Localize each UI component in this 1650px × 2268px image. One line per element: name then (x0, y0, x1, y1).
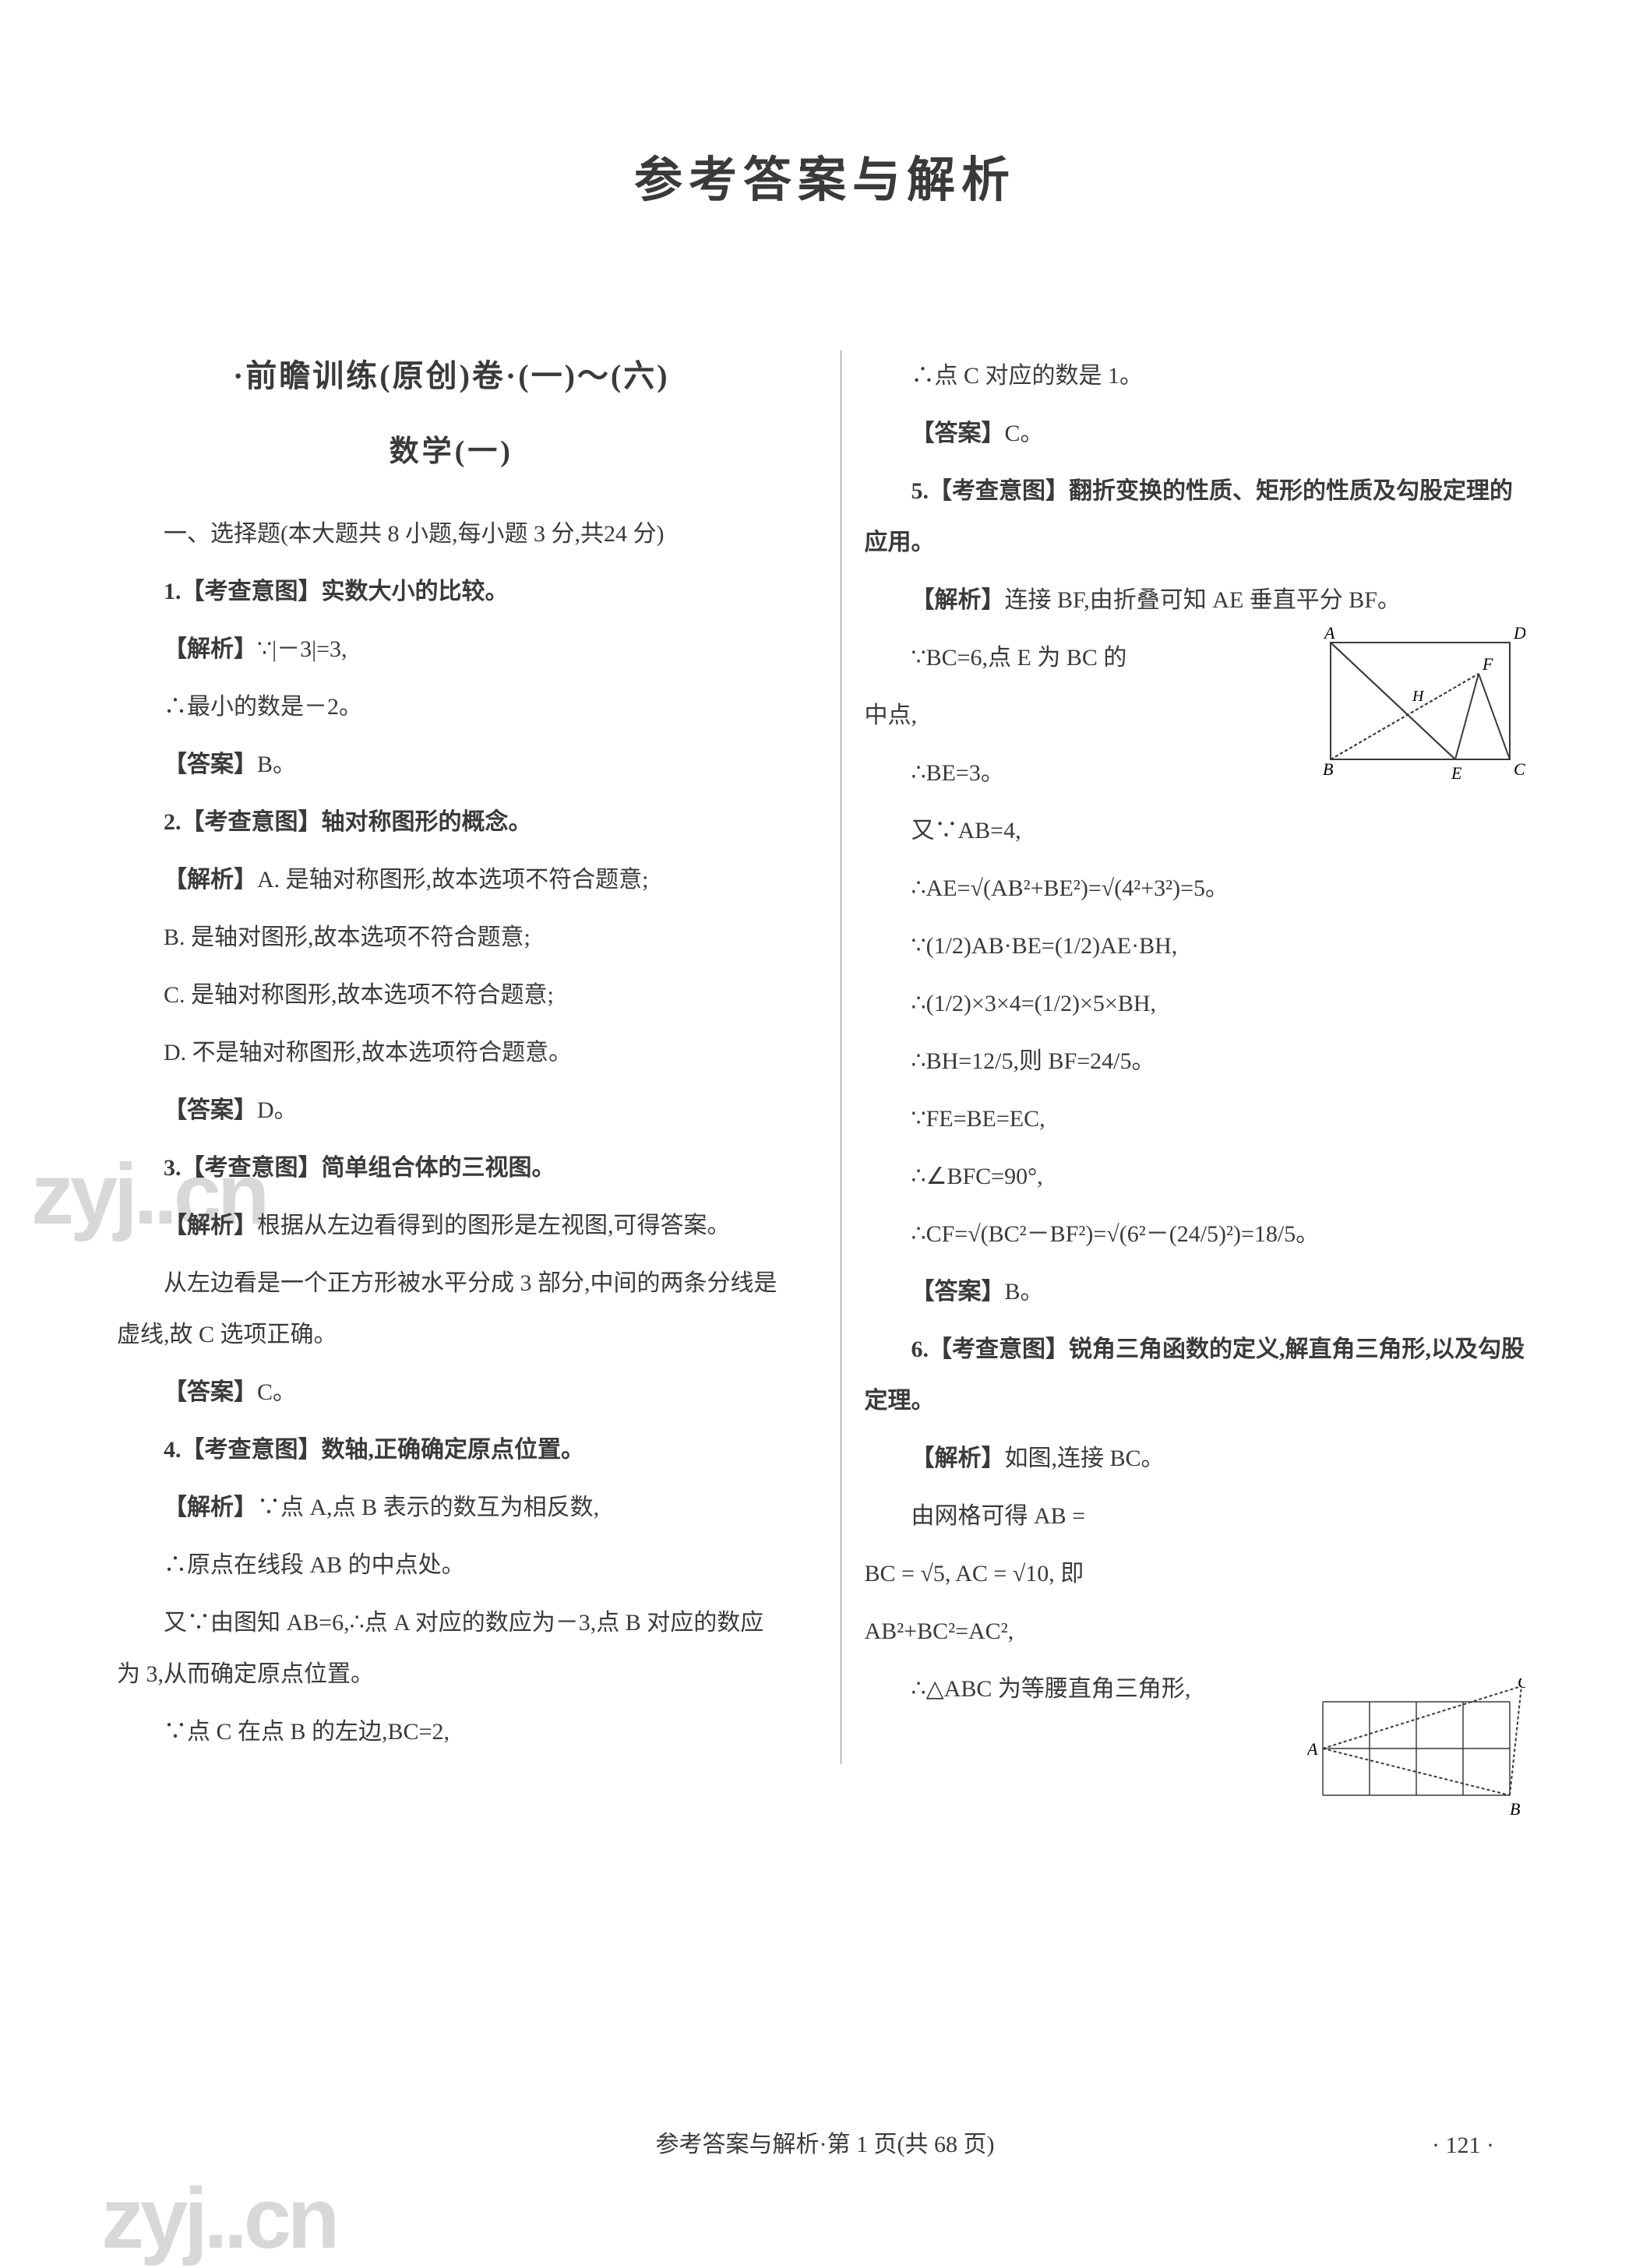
page-title: 参考答案与解析 (117, 140, 1533, 210)
analysis-label: 【解析】 (164, 1213, 257, 1238)
q4-analysis: 【解析】∵点 A,点 B 表示的数互为相反数, (117, 1482, 786, 1534)
q1-answer-val: B。 (257, 752, 296, 777)
left-column: ·前瞻训练(原创)卷·(一)～(六) 数学(一) 一、选择题(本大题共 8 小题… (117, 350, 809, 1764)
q3-answer-val: C。 (257, 1379, 296, 1405)
q2-answer-val: D。 (257, 1097, 298, 1123)
q5-answer: 【答案】B。 (865, 1266, 1534, 1318)
subject-header: 数学(一) (117, 427, 786, 470)
q5-analysis: 【解析】连接 BF,由折叠可知 AE 垂直平分 BF。 (865, 575, 1534, 626)
q6-line2: BC = √5, AC = √10, 即 (865, 1548, 1266, 1600)
intro-text: 一、选择题(本大题共 8 小题,每小题 3 分,共24 分) (117, 509, 786, 560)
label-F: F (1482, 654, 1493, 674)
answer-label: 【答案】 (911, 1279, 1005, 1305)
label-A: A (1323, 627, 1335, 643)
page-footer: 参考答案与解析·第 1 页(共 68 页) (0, 2125, 1650, 2159)
q1-analysis: 【解析】∵|－3|=3, (117, 624, 786, 675)
q6-analysis: 【解析】如图,连接 BC。 (865, 1433, 1534, 1484)
q2-topic: 2.【考查意图】轴对称图形的概念。 (117, 797, 786, 848)
q4-cont-answer-val: C。 (1005, 421, 1044, 446)
q2-analysis-b: B. 是轴对图形,故本选项不符合题意; (117, 912, 786, 963)
label-C: C (1518, 1678, 1525, 1692)
q2-analysis-a: A. 是轴对称图形,故本选项不符合题意; (257, 867, 649, 893)
q1-analysis2: ∴最小的数是－2。 (117, 681, 786, 733)
q5-line4: 又∵AB=4, (865, 805, 1534, 857)
label-C: C (1514, 759, 1525, 779)
q5-line5: ∴AE=√(AB²+BE²)=√(4²+3²)=5。 (865, 863, 1534, 914)
section-header: ·前瞻训练(原创)卷·(一)～(六) (117, 350, 786, 396)
q5-line9: ∵FE=BE=EC, (865, 1094, 1534, 1145)
q3-analysis2: 从左边看是一个正方形被水平分成 3 部分,中间的两条分线是虚线,故 C 选项正确… (117, 1258, 786, 1361)
label-A: A (1307, 1739, 1318, 1759)
analysis-label: 【解析】 (911, 587, 1005, 613)
q2-answer: 【答案】D。 (117, 1085, 786, 1136)
q4-analysis3: 又∵由图知 AB=6,∴点 A 对应的数应为－3,点 B 对应的数应为 3,从而… (117, 1597, 786, 1700)
q3-analysis: 【解析】根据从左边看得到的图形是左视图,可得答案。 (117, 1200, 786, 1252)
q5-analysis1: 连接 BF,由折叠可知 AE 垂直平分 BF。 (1005, 587, 1401, 613)
q2-analysis: 【解析】A. 是轴对称图形,故本选项不符合题意; (117, 854, 786, 906)
q2-analysis-c: C. 是轴对称图形,故本选项不符合题意; (117, 970, 786, 1021)
q3-answer: 【答案】C。 (117, 1367, 786, 1418)
page-number: · 121 · (1432, 2132, 1494, 2159)
answer-label: 【答案】 (164, 1379, 257, 1405)
q4-cont1: ∴点 C 对应的数是 1。 (865, 350, 1534, 402)
label-E: E (1451, 763, 1462, 783)
answer-label: 【答案】 (164, 1097, 257, 1123)
q5-line11: ∴CF=√(BC²－BF²)=√(6²－(24/5)²)=18/5。 (865, 1209, 1534, 1260)
q5-line1: ∵BC=6,点 E 为 BC 的 (865, 632, 1266, 684)
q4-cont-answer: 【答案】C。 (865, 408, 1534, 460)
content-wrapper: ·前瞻训练(原创)卷·(一)～(六) 数学(一) 一、选择题(本大题共 8 小题… (117, 350, 1533, 1764)
q4-analysis2: ∴原点在线段 AB 的中点处。 (117, 1540, 786, 1591)
label-D: D (1513, 627, 1525, 643)
q5-line8: ∴BH=12/5,则 BF=24/5。 (865, 1036, 1534, 1087)
q6-line3: AB²+BC²=AC², (865, 1606, 1534, 1657)
q5-answer-val: B。 (1005, 1279, 1044, 1305)
label-B: B (1323, 759, 1333, 779)
answer-label: 【答案】 (164, 752, 257, 777)
grid-diagram: A B C (1307, 1678, 1525, 1842)
q5-line10: ∴∠BFC=90°, (865, 1151, 1534, 1203)
q6-line1: 由网格可得 AB = (865, 1491, 1266, 1542)
q2-analysis-d: D. 不是轴对称图形,故本选项符合题意。 (117, 1027, 786, 1079)
q4-analysis4: ∵点 C 在点 B 的左边,BC=2, (117, 1706, 786, 1758)
label-B: B (1510, 1799, 1520, 1819)
analysis-label: 【解析】 (164, 636, 257, 662)
q5-line7: ∴(1/2)×3×4=(1/2)×5×BH, (865, 978, 1534, 1030)
q5-topic: 5.【考查意图】翻折变换的性质、矩形的性质及勾股定理的应用。 (865, 466, 1534, 569)
q5-line6: ∵(1/2)AB·BE=(1/2)AE·BH, (865, 921, 1534, 972)
analysis-label: 【解析】 (911, 1446, 1005, 1471)
q1-answer: 【答案】B。 (117, 739, 786, 791)
q4-topic: 4.【考查意图】数轴,正确确定原点位置。 (117, 1425, 786, 1476)
q1-analysis1: ∵|－3|=3, (257, 636, 347, 662)
rectangle-diagram: A D B C E F H (1323, 627, 1525, 783)
q1-topic: 1.【考查意图】实数大小的比较。 (117, 566, 786, 618)
q3-analysis1: 根据从左边看得到的图形是左视图,可得答案。 (257, 1213, 731, 1238)
right-column: ∴点 C 对应的数是 1。 【答案】C。 5.【考查意图】翻折变换的性质、矩形的… (841, 350, 1534, 1764)
analysis-label: 【解析】 (164, 867, 257, 893)
q6-analysis1: 如图,连接 BC。 (1005, 1446, 1165, 1471)
watermark: zyj..cn (101, 2169, 336, 2268)
q6-topic: 6.【考查意图】锐角三角函数的定义,解直角三角形,以及勾股定理。 (865, 1324, 1534, 1427)
analysis-label: 【解析】 (164, 1495, 257, 1520)
q3-topic: 3.【考查意图】简单组合体的三视图。 (117, 1143, 786, 1194)
label-H: H (1412, 688, 1425, 705)
answer-label: 【答案】 (911, 421, 1005, 446)
q4-analysis1: ∵点 A,点 B 表示的数互为相反数, (257, 1495, 599, 1520)
